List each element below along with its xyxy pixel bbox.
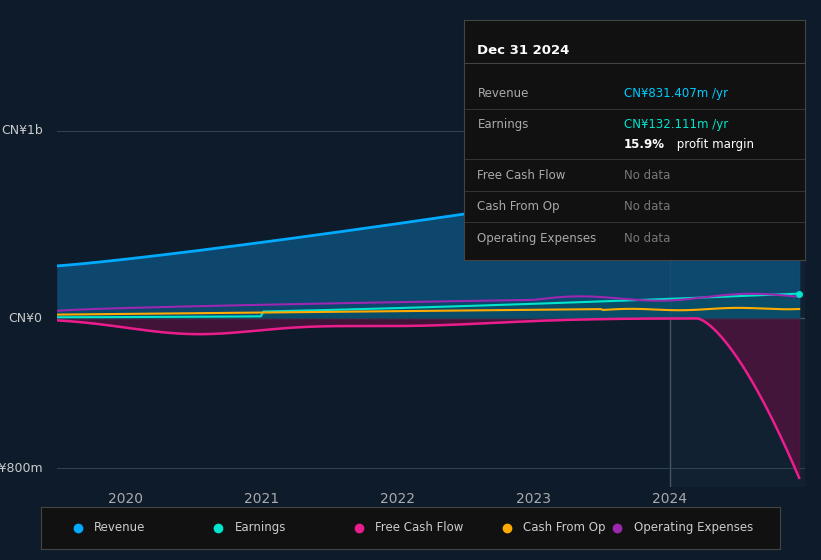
Text: Free Cash Flow: Free Cash Flow bbox=[478, 169, 566, 182]
Text: Free Cash Flow: Free Cash Flow bbox=[375, 521, 463, 534]
Text: profit margin: profit margin bbox=[673, 138, 754, 151]
Text: 15.9%: 15.9% bbox=[624, 138, 665, 151]
Text: No data: No data bbox=[624, 231, 671, 245]
Text: No data: No data bbox=[624, 169, 671, 182]
Text: CN¥0: CN¥0 bbox=[8, 312, 43, 325]
Text: CN¥1b: CN¥1b bbox=[1, 124, 43, 137]
Text: Operating Expenses: Operating Expenses bbox=[634, 521, 753, 534]
Text: Earnings: Earnings bbox=[235, 521, 286, 534]
Text: No data: No data bbox=[624, 200, 671, 213]
Text: Revenue: Revenue bbox=[94, 521, 145, 534]
Text: CN¥831.407m /yr: CN¥831.407m /yr bbox=[624, 87, 728, 100]
Text: Cash From Op: Cash From Op bbox=[523, 521, 605, 534]
Text: Revenue: Revenue bbox=[478, 87, 529, 100]
Bar bbox=[670, 112, 805, 487]
Text: -CN¥800m: -CN¥800m bbox=[0, 462, 43, 475]
Text: CN¥132.111m /yr: CN¥132.111m /yr bbox=[624, 118, 728, 132]
Text: Earnings: Earnings bbox=[478, 118, 529, 132]
Text: Dec 31 2024: Dec 31 2024 bbox=[478, 44, 570, 57]
Text: Cash From Op: Cash From Op bbox=[478, 200, 560, 213]
Text: Operating Expenses: Operating Expenses bbox=[478, 231, 597, 245]
